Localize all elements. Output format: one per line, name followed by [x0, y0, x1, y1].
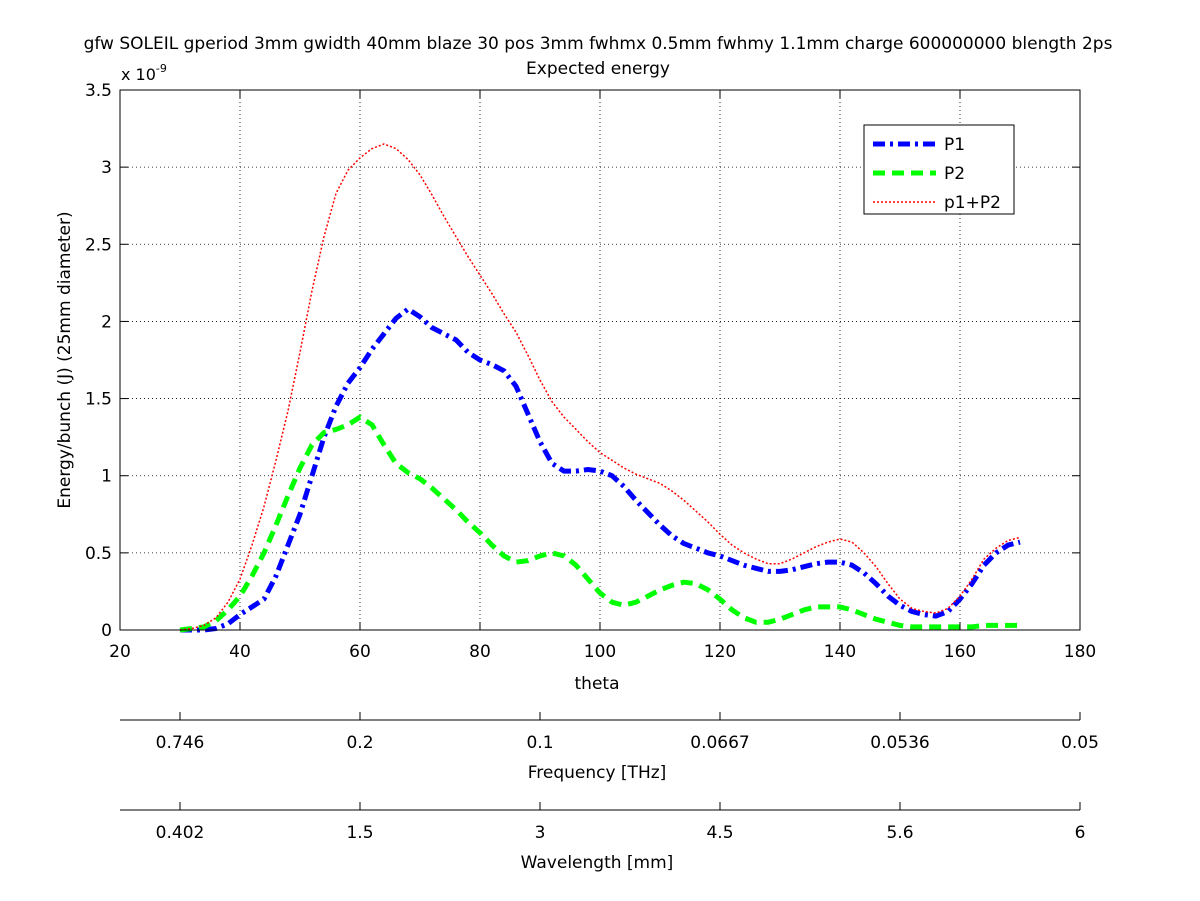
- secondary-axis-tick-label: 0.1: [526, 733, 553, 753]
- secondary-axis-tick-label: 6: [1075, 823, 1086, 843]
- legend-label: p1+P2: [944, 193, 1001, 213]
- y-tick-label: 3: [101, 158, 112, 178]
- y-multiplier-exponent: -9: [156, 62, 167, 75]
- secondary-axis-tick-label: 0.2: [346, 733, 373, 753]
- x-tick-label: 160: [944, 642, 976, 662]
- series-line-p1: [180, 306, 1021, 633]
- series-lines: [179, 143, 1021, 633]
- y-tick-label: 0.5: [85, 544, 112, 564]
- series-line-p1-p2: [179, 143, 1021, 631]
- secondary-axis-tick-label: 0.05: [1061, 733, 1099, 753]
- secondary-axes: 0.746 0.2 0.1 0.0667 0.0536 0.05 Frequency [TH…: [120, 712, 1099, 873]
- y-tick-label: 1.5: [85, 390, 112, 410]
- legend-box: [863, 124, 1015, 215]
- secondary-axis-tick-label: 5.6: [886, 823, 913, 843]
- secondary-axis-tick-label: 0.0667: [690, 733, 749, 753]
- y-tick-label: 2.5: [85, 235, 112, 255]
- x-tick-label: 100: [584, 642, 616, 662]
- x-tick-label: 80: [469, 642, 491, 662]
- x-tick-label: 60: [349, 642, 371, 662]
- x-tick-label: 20: [109, 642, 131, 662]
- secondary-axis-tick-label: 1.5: [346, 823, 373, 843]
- axis-ticks: 20 40 60 80 100 120 140 160 180 0 0.5 1 1.5 2 2.5 3 3.5: [85, 81, 1096, 662]
- y-tick-label: 1: [101, 467, 112, 487]
- secondary-axis-label: Frequency [THz]: [528, 763, 667, 783]
- secondary-axis-tick-label: 0.402: [156, 823, 205, 843]
- x-tick-label: 120: [704, 642, 736, 662]
- secondary-axis-tick-label: 0.746: [156, 733, 205, 753]
- secondary-axis-tick-label: 0.0536: [870, 733, 929, 753]
- x-tick-label: 180: [1064, 642, 1096, 662]
- x-axis-label: theta: [575, 674, 620, 694]
- y-multiplier: x 10-9: [121, 62, 167, 84]
- series-line-p2: [179, 414, 1020, 633]
- secondary-axis-label: Wavelength [mm]: [521, 853, 674, 873]
- legend: P1 P2 p1+P2: [863, 124, 1015, 215]
- legend-label: P2: [944, 164, 965, 184]
- secondary-axis-tick-label: 4.5: [706, 823, 733, 843]
- y-tick-label: 2: [101, 312, 112, 332]
- x-tick-label: 140: [824, 642, 856, 662]
- chart-title: gfw SOLEIL gperiod 3mm gwidth 40mm blaze…: [84, 34, 1113, 54]
- x-tick-label: 40: [229, 642, 251, 662]
- legend-label: P1: [944, 135, 965, 155]
- y-tick-label: 3.5: [85, 81, 112, 101]
- y-tick-label: 0: [101, 621, 112, 641]
- y-multiplier-base: x 10: [121, 65, 156, 84]
- grid: [120, 90, 1080, 630]
- y-axis-label: Energy/bunch (J) (25mm diameter): [55, 211, 75, 508]
- chart-subtitle: Expected energy: [526, 59, 670, 79]
- secondary-axis-tick-label: 3: [535, 823, 546, 843]
